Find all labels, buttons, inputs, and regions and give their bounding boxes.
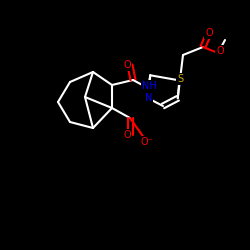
Text: O: O [123, 130, 131, 140]
Text: NH: NH [142, 81, 156, 91]
Text: O: O [123, 60, 131, 70]
Text: S: S [177, 74, 184, 85]
Text: O: O [205, 28, 213, 38]
Text: N: N [144, 93, 152, 103]
Text: O: O [216, 46, 224, 56]
Text: O⁻: O⁻ [140, 137, 153, 147]
